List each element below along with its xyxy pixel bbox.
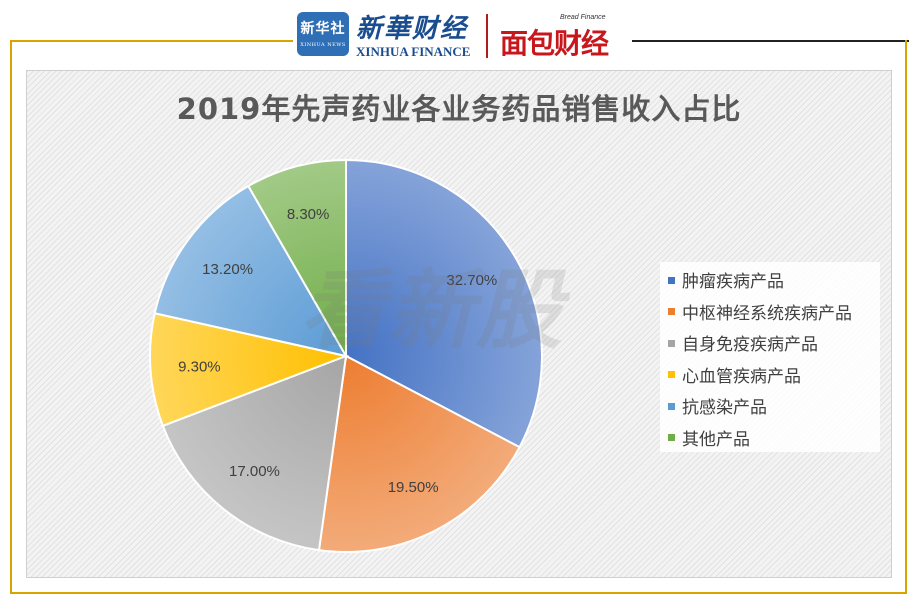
legend-label: 中枢神经系统疾病产品 — [682, 303, 852, 324]
xinhua-news-logo-en: XINHUA NEWS — [300, 42, 346, 48]
legend-item: 抗感染产品 — [668, 396, 767, 420]
xinhua-finance-logo-en: XINHUA FINANCE — [356, 44, 471, 59]
legend-label: 其他产品 — [682, 429, 750, 450]
legend-item: 自身免疫疾病产品 — [668, 333, 818, 357]
legend-item: 肿瘤疾病产品 — [668, 270, 784, 294]
legend-label: 自身免疫疾病产品 — [682, 335, 818, 355]
slice-value-label: 19.50% — [388, 479, 439, 496]
pie-slice — [161, 354, 348, 552]
legend-label: 抗感染产品 — [682, 398, 767, 418]
pie-slice — [317, 354, 521, 553]
slice-value-label: 17.00% — [229, 463, 280, 480]
legend-swatch — [668, 308, 675, 315]
legend-label: 肿瘤疾病产品 — [682, 272, 784, 292]
pie-slice — [246, 158, 347, 360]
xinhua-news-logo-cn: 新华社 — [300, 21, 346, 37]
bread-finance-logo: 面包财经 — [500, 27, 609, 60]
legend-item: 心血管疾病产品 — [668, 365, 801, 389]
xinhua-finance-logo-cn: 新華财经 — [356, 14, 469, 44]
slice-value-label: 32.70% — [446, 272, 497, 289]
xinhua-news-logo: 新华社 XINHUA NEWS — [297, 12, 349, 56]
chart-title: 2019年先声药业各业务药品销售收入占比 — [176, 92, 742, 126]
legend-swatch — [668, 434, 675, 441]
slice-value-label: 9.30% — [178, 359, 221, 376]
slice-value-label: 8.30% — [287, 206, 330, 223]
outer-frame — [10, 40, 907, 594]
pie-slice — [149, 312, 350, 428]
legend-item: 其他产品 — [668, 428, 750, 452]
logo-separator — [486, 14, 488, 58]
legend-label: 心血管疾病产品 — [682, 366, 801, 387]
header-rule-right — [632, 40, 909, 42]
legend-swatch — [668, 371, 675, 378]
header-rule-left — [10, 40, 293, 42]
pie-slice — [153, 184, 348, 358]
pie-slice — [345, 158, 543, 449]
legend-swatch — [668, 339, 675, 347]
bread-finance-logo-en: Bread Finance — [560, 14, 606, 21]
slice-value-label: 13.20% — [202, 261, 253, 278]
chart-legend: 肿瘤疾病产品中枢神经系统疾病产品 自身免疫疾病产品 心血管疾病产品 抗感染产品其他产品 — [660, 262, 880, 452]
header: 新华社 XINHUA NEWS 新華财经 XINHUA FINANCE Brea… — [0, 0, 919, 64]
legend-item: 中枢神经系统疾病产品 — [668, 302, 852, 326]
legend-swatch — [668, 276, 675, 284]
legend-swatch — [668, 402, 675, 410]
